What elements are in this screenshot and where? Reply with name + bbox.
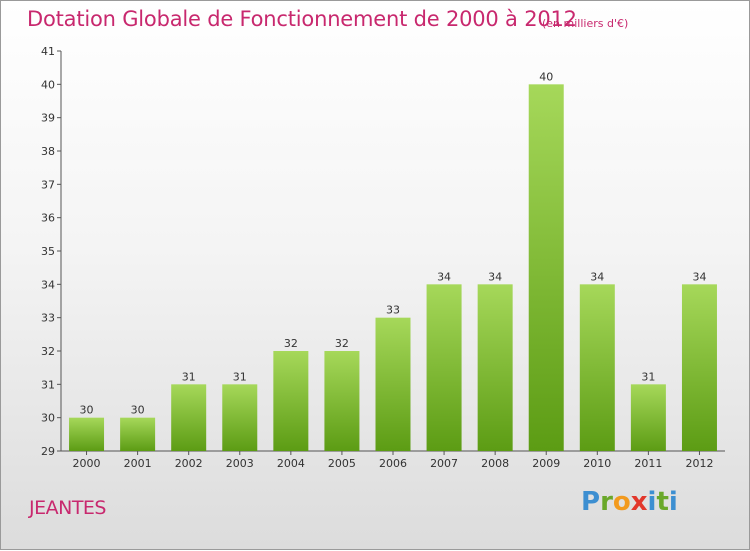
data-label: 32 [284,337,298,350]
bar [477,284,513,451]
bar [222,384,258,451]
commune-name: JEANTES [29,497,107,519]
x-tick-label: 2003 [226,457,254,470]
x-tick-label: 2000 [73,457,101,470]
x-tick-label: 2010 [583,457,611,470]
x-tick-label: 2005 [328,457,356,470]
x-tick-label: 2009 [532,457,560,470]
bar [273,351,309,451]
x-tick-label: 2011 [634,457,662,470]
x-tick-label: 2002 [175,457,203,470]
bar [69,417,105,451]
data-label: 34 [590,270,604,283]
bars [69,84,717,451]
y-tick-label: 32 [41,345,55,358]
bar [426,284,462,451]
y-tick-label: 37 [41,178,55,191]
bar [579,284,615,451]
bar [681,284,717,451]
data-label: 34 [488,270,502,283]
data-label: 33 [386,304,400,317]
y-tick-label: 33 [41,312,55,325]
proxiti-logo: Proxiti [581,487,678,517]
y-tick-label: 38 [41,145,55,158]
brand-letter: r [600,487,613,517]
y-tick-label: 31 [41,378,55,391]
data-label: 32 [335,337,349,350]
brand-letter: P [581,487,601,517]
bar [375,317,411,451]
bar [324,351,360,451]
data-label: 40 [539,70,553,83]
y-tick-label: 39 [41,112,55,125]
x-tick-label: 2001 [124,457,152,470]
y-tick-label: 40 [41,78,55,91]
bar [630,384,666,451]
y-tick-label: 30 [41,412,55,425]
x-tick-label: 2006 [379,457,407,470]
y-tick-label: 41 [41,45,55,58]
chart-subtitle: (en milliers d'€) [542,17,629,30]
bar [120,417,156,451]
chart-title: Dotation Globale de Fonctionnement de 20… [27,7,577,31]
x-tick-label: 2008 [481,457,509,470]
x-tick-label: 2012 [685,457,713,470]
y-tick-label: 35 [41,245,55,258]
data-label: 31 [233,370,247,383]
x-tick-label: 2004 [277,457,305,470]
y-tick-label: 29 [41,445,55,458]
brand-letter: o [612,487,631,517]
axes: 29 30 31 32 33 34 35 36 37 38 39 40 41 2000 2001 2002 20… [41,45,725,470]
x-tick-label: 2007 [430,457,458,470]
brand-letter: t [656,487,669,517]
data-label: 30 [131,404,145,417]
data-label: 34 [692,270,706,283]
data-label: 31 [182,370,196,383]
y-tick-label: 34 [41,278,55,291]
data-label: 30 [80,404,94,417]
data-label: 34 [437,270,451,283]
data-label: 31 [641,370,655,383]
bar [528,84,564,451]
y-tick-label: 36 [41,212,55,225]
brand-letter: i [668,487,678,517]
brand-letter: i [647,487,657,517]
labels: 30 30 31 31 32 32 33 34 34 40 34 31 34 [80,70,707,416]
bar [171,384,207,451]
brand-letter: x [630,487,648,517]
